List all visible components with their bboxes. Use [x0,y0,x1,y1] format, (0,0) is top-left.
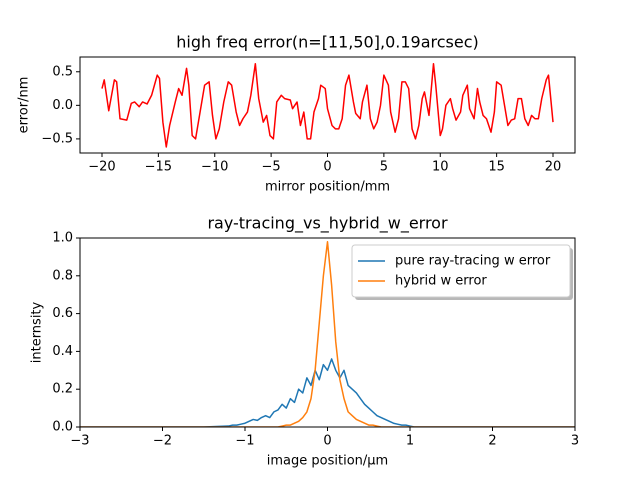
y-tick-label: 0.6 [52,306,73,321]
chart-title: ray-tracing_vs_hybrid_w_error [207,214,448,234]
x-tick-label: −20 [88,160,115,175]
y-tick-label: 0.0 [52,98,73,113]
y-tick-label: 1.0 [52,231,73,246]
x-tick-label: −10 [201,160,228,175]
chart-title: high freq error(n=[11,50],0.19arcsec) [176,33,478,52]
x-tick-label: 0 [323,160,331,175]
x-tick-label: 15 [488,160,505,175]
data-line [101,62,554,148]
axes-frame [79,56,576,154]
x-tick-label: −1 [235,434,254,449]
x-tick-label: 10 [432,160,449,175]
y-axis-label: error/nm [17,77,32,134]
data-line [80,241,575,427]
legend-label: pure ray-tracing w error [395,254,551,269]
y-tick-label: 0.8 [52,268,73,283]
x-tick-label: 20 [545,160,562,175]
x-tick-label: 2 [488,434,496,449]
y-tick-label: 0.5 [52,64,73,79]
x-tick-label: −3 [70,434,89,449]
x-axis-label: mirror position/mm [265,180,390,195]
x-tick-label: 5 [380,160,388,175]
axes-frame [79,237,576,428]
x-tick-label: 0 [323,434,331,449]
x-tick-label: −2 [153,434,172,449]
y-tick-label: 0.4 [52,344,73,359]
x-axis-label: image position/μm [267,454,388,469]
legend-label: hybrid w error [395,274,487,289]
legend-box [351,244,571,298]
y-tick-label: −0.5 [41,131,73,146]
x-tick-label: 1 [406,434,414,449]
x-tick-label: −15 [145,160,172,175]
y-tick-label: 0.0 [52,420,73,435]
x-tick-label: −5 [262,160,281,175]
data-line [80,358,575,427]
y-axis-label: internsity [30,301,45,363]
x-tick-label: 3 [571,434,579,449]
y-tick-label: 0.2 [52,382,73,397]
